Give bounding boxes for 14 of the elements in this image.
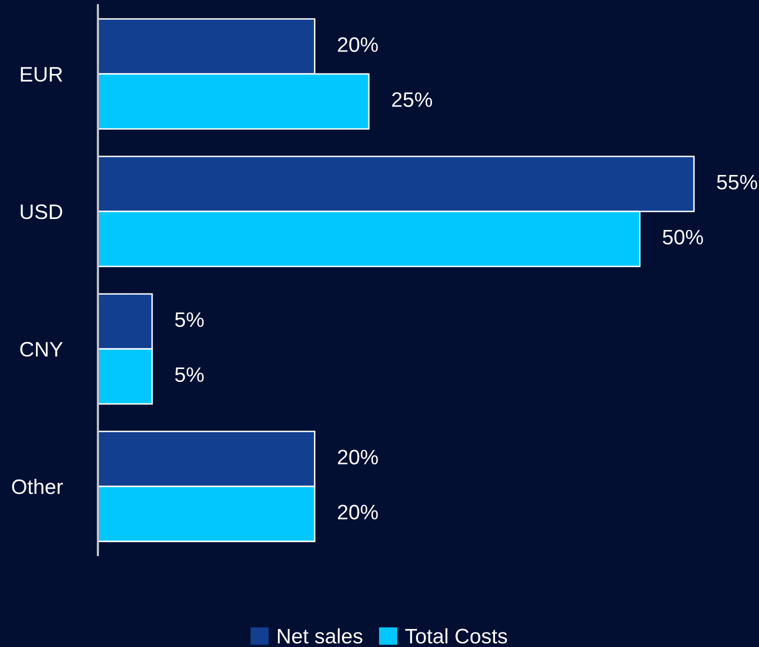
y-tick-label: CNY — [20, 342, 63, 357]
data-label: 55% — [717, 174, 758, 190]
data-label: 20% — [338, 504, 378, 520]
y-tick-label: Other — [12, 478, 63, 494]
data-label: 25% — [392, 92, 432, 108]
legend-label: Total Costs — [405, 628, 508, 644]
y-tick-label: EUR — [20, 67, 62, 82]
y-tick-label: USD — [20, 204, 62, 220]
data-label: 5% — [175, 312, 204, 327]
data-label: 20% — [338, 37, 378, 52]
data-label: 50% — [662, 230, 703, 244]
data-label: 20% — [338, 450, 378, 464]
data-label: 5% — [175, 367, 204, 382]
legend-label: Net sales — [278, 628, 362, 644]
